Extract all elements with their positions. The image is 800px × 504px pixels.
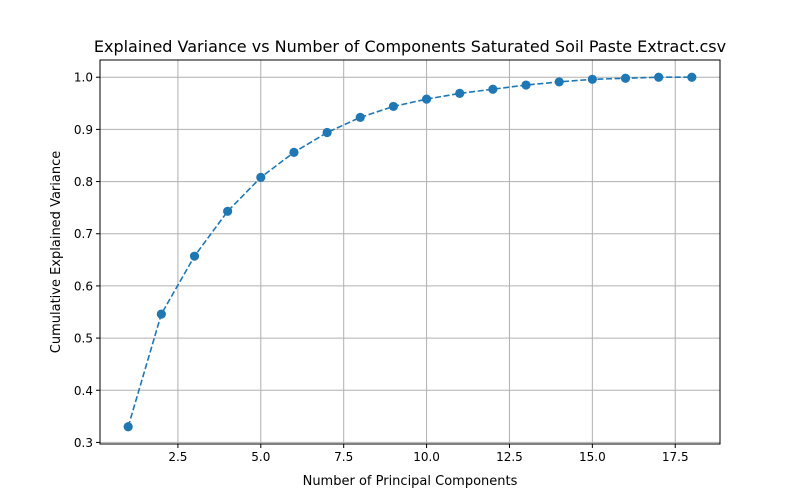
data-point (289, 147, 299, 157)
data-point (687, 72, 697, 82)
data-point (488, 84, 498, 94)
data-point (421, 94, 432, 104)
data-point (554, 77, 564, 87)
y-tick-label: 0.9 (74, 123, 93, 137)
y-tick-label: 0.6 (74, 279, 93, 293)
x-axis-label: Number of Principal Components (303, 474, 518, 489)
y-axis-label: Cumulative Explained Variance (49, 151, 64, 353)
x-tick-label: 2.5 (168, 450, 187, 464)
y-tick-label: 0.3 (74, 436, 93, 450)
chart-title: Explained Variance vs Number of Componen… (94, 37, 726, 56)
ticks-layer: 2.5 5.0 7.5 10.0 12.5 15.0 17.5 0.3 0.4 0.5 0.6 0.7… (74, 71, 689, 464)
series-layer (123, 72, 697, 432)
data-point (355, 112, 365, 122)
x-tick-label: 12.5 (496, 450, 523, 464)
data-point (587, 74, 597, 84)
y-tick-label: 0.8 (74, 175, 93, 189)
x-tick-label: 5.0 (251, 450, 270, 464)
data-point (189, 251, 200, 261)
x-tick-label: 15.0 (579, 450, 606, 464)
data-point (256, 172, 266, 182)
data-point (654, 72, 664, 82)
series-line (127, 76, 692, 428)
data-point (388, 101, 399, 112)
plot-frame (99, 59, 721, 445)
data-point (521, 80, 531, 90)
y-tick-label: 0.4 (74, 384, 93, 398)
x-tick-label: 10.0 (413, 450, 440, 464)
data-point (156, 309, 166, 319)
y-tick-label: 0.5 (74, 332, 93, 346)
x-tick-label: 17.5 (662, 450, 689, 464)
data-point (123, 422, 133, 432)
data-point (223, 206, 233, 216)
x-tick-label: 7.5 (334, 450, 353, 464)
grid-layer (100, 60, 720, 444)
y-tick-label: 1.0 (74, 71, 93, 85)
y-tick-label: 0.7 (74, 227, 93, 241)
data-point (620, 73, 631, 83)
data-point (455, 88, 465, 98)
data-point (322, 127, 332, 138)
